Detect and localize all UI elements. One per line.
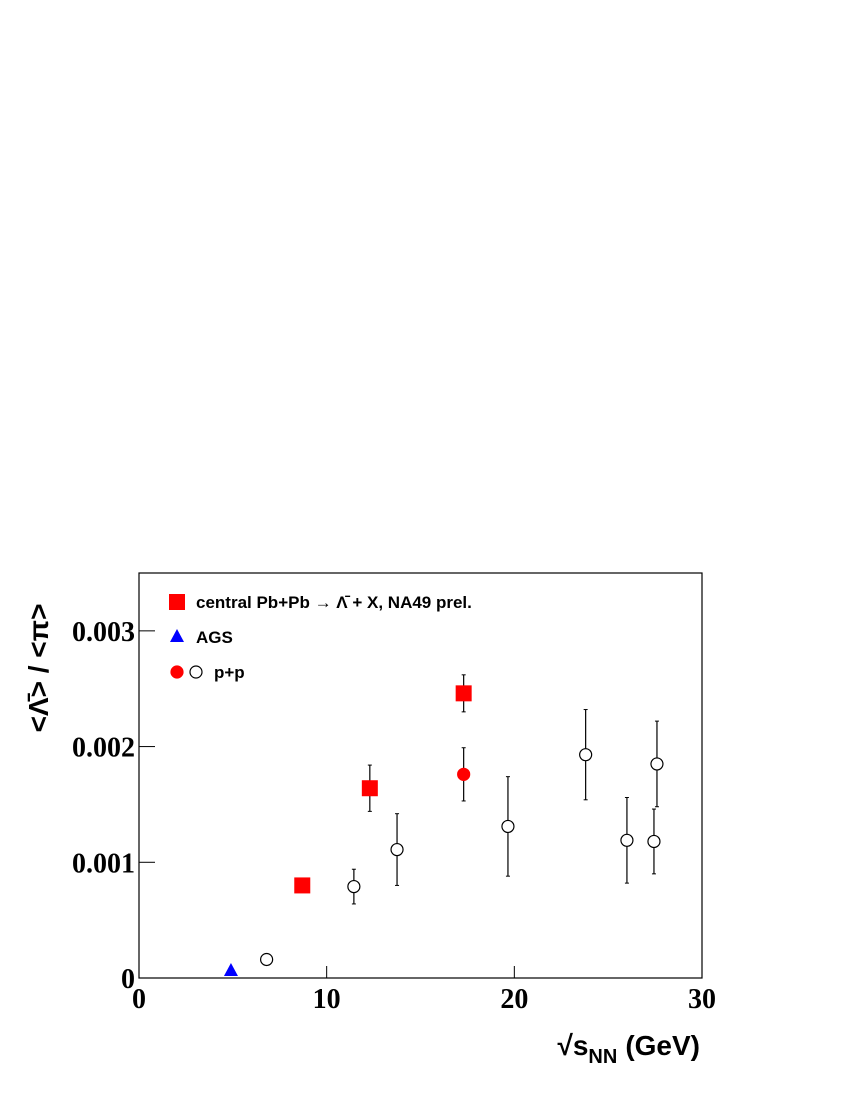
x-axis-title: √sNN (GeV): [557, 1030, 700, 1068]
y-tick-label: 0: [121, 964, 135, 995]
x-title-main: √s: [557, 1030, 588, 1061]
point: [650, 757, 664, 771]
legend-marker: [170, 665, 184, 679]
point: [620, 833, 634, 847]
legend-label: p+p: [214, 663, 245, 682]
x-tick-label: 30: [688, 984, 716, 1015]
legend-label: AGS: [196, 628, 233, 647]
x-tick-label: 20: [500, 984, 528, 1015]
point: [457, 767, 471, 781]
point: [501, 819, 515, 834]
point: [361, 780, 378, 797]
x-tick-label: 10: [313, 984, 341, 1015]
x-title-unit: (GeV): [625, 1030, 700, 1061]
y-tick-label: 0.002: [72, 733, 135, 764]
plot-frame: [138, 572, 703, 979]
y-tick-label: 0.001: [72, 848, 135, 879]
legend-marker: [170, 629, 184, 642]
point: [347, 879, 361, 894]
point: [390, 842, 404, 857]
x-title-sub: NN: [588, 1046, 617, 1068]
legend-marker: [189, 665, 203, 679]
y-axis-title: <Λ̄> / <π>: [23, 604, 54, 733]
point: [260, 952, 274, 967]
point: [647, 834, 661, 849]
point: [455, 685, 472, 702]
point: [223, 963, 238, 977]
legend-label: central Pb+Pb → Λ̄ + X, NA49 prel.: [196, 593, 472, 612]
point: [294, 877, 311, 894]
point: [579, 748, 593, 762]
legend-marker: [169, 594, 185, 610]
y-tick-label: 0.003: [72, 617, 135, 648]
x-tick-label: 0: [132, 984, 146, 1015]
